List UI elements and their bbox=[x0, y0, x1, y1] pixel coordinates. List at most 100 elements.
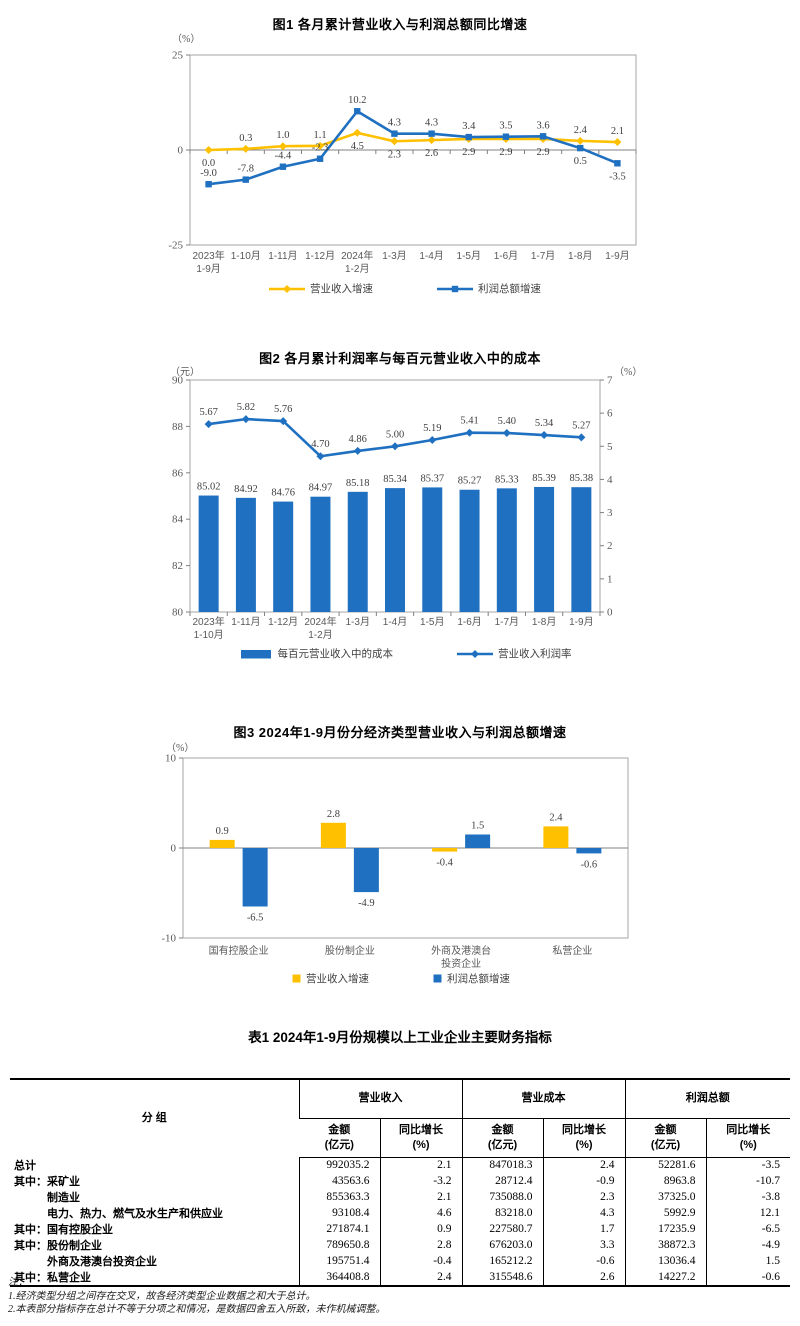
revenue-growth-data-label: -0.4 bbox=[436, 858, 453, 869]
right-axis-tick-label: 0 bbox=[607, 607, 613, 619]
table-row: 其中：采矿业 43563.6 -3.2 28712.4 -0.9 8963.8 -10.7 bbox=[10, 1173, 790, 1189]
right-axis-tick-label: 3 bbox=[607, 507, 613, 519]
revenue-growth-marker bbox=[576, 136, 585, 145]
profit-growth-data-label: 0.5 bbox=[574, 156, 587, 167]
revenue-growth-data-label: 4.5 bbox=[351, 141, 364, 152]
cost-per-100-bar bbox=[459, 489, 480, 612]
chart1-title: 图1 各月累计营业收入与利润总额同比增速 bbox=[272, 17, 528, 32]
right-axis-tick-label: 4 bbox=[607, 474, 613, 486]
chart2-bar-line-chart: 90 88 86 84 82 80 7 6 5 4 3 2 1 0 85.02 84.92 84.76 84.97… bbox=[172, 375, 613, 642]
line-diamond-swatch-icon bbox=[269, 284, 305, 293]
profit-growth-bar bbox=[465, 834, 491, 848]
left-axis-tick-label: 88 bbox=[172, 421, 184, 433]
revenue-growth-data-label: 0.3 bbox=[239, 133, 252, 144]
x-axis-label: 1-2月 bbox=[308, 629, 332, 641]
profit-margin-marker bbox=[279, 417, 288, 426]
table-row: 其中：私营企业 364408.8 2.4 315548.6 2.6 14227.2 -0.6 bbox=[10, 1269, 790, 1286]
chart3-legend: 营业收入增速 利润总额增速 bbox=[162, 971, 640, 986]
legend-label: 利润总额增速 bbox=[447, 973, 510, 985]
value-cell: -10.7 bbox=[705, 1173, 790, 1189]
x-axis-label: 1-6月 bbox=[457, 616, 481, 628]
x-axis-label: 1-5月 bbox=[420, 616, 444, 628]
profit-growth-bar bbox=[242, 848, 268, 907]
profit-growth-data-label: 4.3 bbox=[425, 118, 438, 129]
value-cell: -0.4 bbox=[379, 1253, 462, 1269]
revenue-growth-data-label: 2.4 bbox=[549, 812, 563, 823]
cost-per-100-data-label: 85.37 bbox=[420, 473, 444, 484]
profit-margin-data-label: 5.40 bbox=[498, 416, 516, 427]
cost-per-100-bar bbox=[534, 486, 555, 612]
value-cell: 4.3 bbox=[542, 1205, 625, 1221]
value-cell: 315548.6 bbox=[461, 1269, 543, 1286]
x-axis-label: 投资企业 bbox=[441, 957, 481, 970]
right-axis-tick-label: 7 bbox=[607, 375, 613, 387]
value-cell: 93108.4 bbox=[298, 1205, 380, 1221]
chart1-line-chart: 25 0 -25 0.0 0.3 1.0 1.1 4.5 2.3 2.6 2.9 2.9 2.9 2.4 2… bbox=[168, 50, 637, 275]
row-label-cell: 总计 bbox=[14, 1160, 36, 1172]
left-axis-tick-label: 84 bbox=[172, 514, 184, 526]
revenue-growth-data-label: 2.3 bbox=[388, 149, 401, 160]
profit-growth-data-label: 3.5 bbox=[499, 121, 512, 132]
profit-growth-data-label: -4.9 bbox=[358, 898, 375, 909]
revenue-growth-data-label: 0.0 bbox=[202, 158, 215, 169]
profit-margin-data-label: 5.19 bbox=[423, 423, 441, 434]
revenue-growth-marker bbox=[204, 146, 213, 154]
profit-margin-data-label: 5.34 bbox=[535, 418, 554, 429]
x-axis-label: 1-11月 bbox=[268, 250, 297, 262]
value-cell: 12.1 bbox=[705, 1205, 790, 1221]
value-cell: 3.3 bbox=[542, 1237, 625, 1253]
cost-per-100-bar bbox=[571, 487, 592, 612]
profit-growth-data-label: 4.3 bbox=[388, 118, 401, 129]
value-cell: -3.2 bbox=[379, 1173, 462, 1189]
value-cell: 17235.9 bbox=[624, 1221, 706, 1237]
profit-margin-marker bbox=[204, 420, 213, 429]
table-row: 其中：股份制企业 789650.8 2.8 676203.0 3.3 38872.3 -4.… bbox=[10, 1237, 790, 1253]
table-row: 制造业 855363.3 2.1 735088.0 2.3 37325.0 -3.8 bbox=[10, 1189, 790, 1205]
cost-per-100-bar bbox=[310, 496, 331, 612]
table-row: 其中：国有控股企业 271874.1 0.9 227580.7 1.7 17235.9 -6… bbox=[10, 1221, 790, 1237]
value-cell: -0.6 bbox=[705, 1269, 790, 1286]
right-axis-tick-label: 5 bbox=[607, 441, 613, 453]
value-cell: 676203.0 bbox=[461, 1237, 543, 1253]
legend-label: 营业收入增速 bbox=[310, 283, 373, 295]
profit-margin-data-label: 5.76 bbox=[274, 404, 292, 415]
revenue-growth-data-label: 0.9 bbox=[216, 826, 229, 837]
value-cell: 52281.6 bbox=[624, 1157, 706, 1173]
profit-growth-marker bbox=[205, 181, 212, 188]
value-cell: 165212.2 bbox=[461, 1253, 543, 1269]
x-axis-label: 1-7月 bbox=[531, 250, 555, 262]
profit-margin-marker bbox=[241, 415, 250, 424]
profit-margin-data-label: 5.82 bbox=[237, 402, 255, 413]
value-cell: 2.1 bbox=[379, 1189, 462, 1205]
profit-growth-marker bbox=[242, 176, 249, 183]
x-axis-label: 1-4月 bbox=[419, 250, 443, 262]
left-axis-tick-label: 80 bbox=[172, 607, 184, 619]
x-axis-label: 私营企业 bbox=[552, 944, 592, 957]
x-axis-label: 1-3月 bbox=[382, 250, 406, 262]
x-axis-label: 1-9月 bbox=[605, 250, 629, 262]
subheader-growth: 同比增长 (%) bbox=[705, 1118, 790, 1158]
table-body: 总计 992035.2 2.1 847018.3 2.4 52281.6 -3.5 其中：采矿… bbox=[10, 1157, 790, 1286]
revenue-growth-data-label: 1.1 bbox=[314, 130, 327, 141]
cost-per-100-data-label: 85.02 bbox=[197, 482, 221, 493]
x-axis-label: 1-9月 bbox=[196, 263, 220, 275]
profit-margin-marker bbox=[428, 435, 437, 444]
value-cell: -3.8 bbox=[705, 1189, 790, 1205]
square-swatch-icon bbox=[433, 974, 442, 983]
profit-margin-data-label: 5.41 bbox=[460, 416, 478, 427]
revenue-growth-data-label: 2.8 bbox=[327, 809, 340, 820]
cost-per-100-data-label: 85.38 bbox=[570, 473, 594, 484]
value-cell: 1.7 bbox=[542, 1221, 625, 1237]
legend-item-cost-per-100: 每百元营业收入中的成本 bbox=[239, 646, 393, 661]
cost-per-100-bar bbox=[347, 491, 368, 612]
legend-item-profit-growth: 利润总额增速 bbox=[433, 971, 510, 986]
value-cell: -4.9 bbox=[705, 1237, 790, 1253]
cost-per-100-data-label: 84.97 bbox=[309, 483, 333, 494]
profit-growth-marker bbox=[614, 160, 621, 167]
x-axis-label: 2023年 bbox=[192, 249, 224, 262]
col-header-revenue: 营业收入 bbox=[298, 1079, 462, 1119]
x-axis-label: 1-10月 bbox=[231, 250, 261, 262]
revenue-growth-bar bbox=[432, 848, 458, 852]
value-cell: -3.5 bbox=[705, 1157, 790, 1173]
line-diamond-swatch-icon bbox=[457, 649, 493, 658]
